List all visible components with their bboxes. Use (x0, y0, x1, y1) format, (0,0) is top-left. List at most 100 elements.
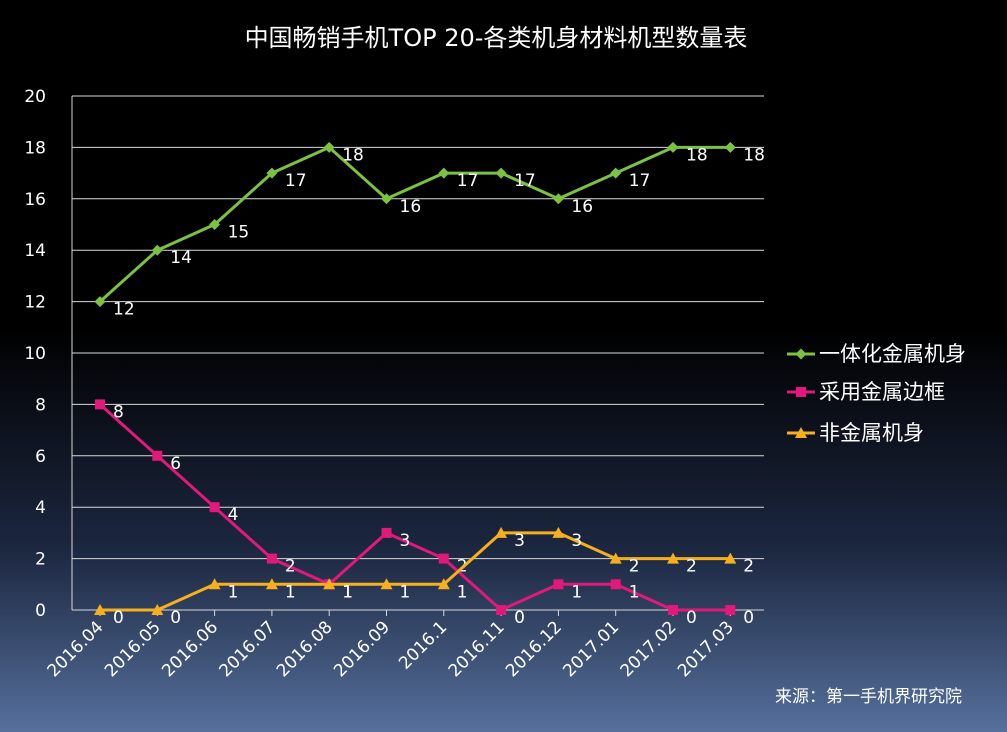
data-label: 1 (228, 582, 239, 602)
diamond-marker (151, 244, 163, 256)
series-1: 12 14 15 17 18 16 17 17 16 17 18 18 (94, 141, 765, 320)
square-marker (381, 527, 392, 538)
source-note: 来源：第一手机界研究院 (775, 687, 962, 707)
square-marker (209, 502, 220, 513)
data-label: 15 (228, 223, 250, 243)
square-marker (266, 553, 277, 564)
data-label: 2 (629, 557, 640, 577)
data-label: 17 (629, 171, 651, 191)
chart-title: 中国畅销手机TOP 20-各类机身材料机型数量表 (245, 24, 748, 52)
diamond-marker (724, 141, 736, 153)
data-label: 12 (113, 300, 135, 320)
legend-item: 采用金属边框 (787, 380, 945, 404)
square-marker (95, 399, 105, 410)
y-tick-label: 14 (24, 241, 46, 261)
data-label: 2 (743, 557, 754, 577)
x-axis-ticks: 2016.042016.052016.062016.072016.082016.… (44, 610, 738, 681)
legend-item: 一体化金属机身 (787, 342, 966, 366)
data-label: 0 (170, 608, 181, 628)
triangle-marker (323, 578, 336, 590)
data-label: 0 (686, 608, 697, 628)
data-label: 17 (514, 171, 536, 191)
y-tick-label: 4 (35, 498, 46, 518)
y-tick-label: 6 (35, 447, 46, 467)
y-tick-label: 12 (24, 293, 46, 313)
data-label: 8 (113, 402, 124, 422)
triangle-marker (795, 427, 807, 438)
triangle-marker (495, 526, 508, 538)
y-tick-label: 0 (35, 601, 46, 621)
data-label: 18 (686, 145, 708, 165)
legend-label: 非金属机身 (819, 421, 924, 445)
diamond-marker (209, 219, 221, 230)
data-label: 3 (400, 531, 411, 551)
data-label: 1 (457, 582, 468, 602)
x-tick-label: 2016.04 (44, 617, 108, 681)
diamond-marker (438, 167, 450, 179)
series-3: 0 0 1 1 1 1 1 3 3 2 2 2 (94, 526, 754, 628)
y-tick-label: 20 (24, 87, 46, 107)
legend-label: 采用金属边框 (819, 380, 945, 404)
data-label: 16 (571, 197, 593, 217)
triangle-marker (94, 604, 106, 615)
square-marker (553, 579, 564, 590)
data-label: 0 (514, 608, 525, 628)
diamond-marker (266, 167, 278, 179)
diamond-marker (323, 141, 335, 153)
x-tick-label: 2017.01 (559, 617, 623, 681)
data-label: 3 (514, 531, 525, 551)
y-axis-ticks: 0 2 4 6 8 10 12 14 16 18 20 (24, 87, 46, 621)
data-label: 14 (170, 248, 192, 268)
legend-item: 非金属机身 (787, 421, 924, 445)
series-line (100, 531, 731, 612)
diamond-marker (94, 296, 106, 308)
square-marker (496, 605, 507, 615)
x-tick-label: 2016.06 (158, 617, 222, 681)
diamond-marker (381, 193, 392, 205)
x-tick-label: 2017.03 (674, 617, 738, 681)
y-tick-label: 2 (35, 550, 46, 570)
triangle-marker (437, 578, 450, 590)
x-tick-label: 2017.02 (617, 617, 681, 681)
y-tick-label: 10 (24, 344, 46, 364)
triangle-marker (380, 578, 393, 590)
data-label: 1 (342, 582, 353, 602)
triangle-marker (265, 578, 278, 590)
x-tick-label: 2016.11 (445, 617, 509, 681)
data-label: 1 (400, 582, 411, 602)
triangle-marker (208, 578, 221, 590)
series-line (98, 145, 731, 303)
triangle-marker (724, 552, 737, 564)
triangle-marker (667, 552, 679, 564)
x-tick-label: 2016.07 (216, 617, 280, 681)
square-marker (152, 450, 163, 461)
grid-lines (71, 95, 764, 611)
data-label: 6 (170, 454, 181, 474)
diamond-marker (610, 167, 622, 179)
triangle-marker (151, 604, 164, 615)
data-label: 18 (743, 145, 765, 165)
data-label: 17 (457, 171, 479, 191)
data-label: 2 (285, 557, 296, 577)
data-label: 16 (400, 197, 422, 217)
diamond-marker (552, 193, 564, 205)
x-tick-label: 2016.12 (502, 617, 566, 681)
x-tick-label: 2016.1 (395, 617, 451, 673)
square-marker (725, 605, 736, 615)
diamond-marker (795, 348, 807, 360)
diamond-marker (667, 141, 679, 153)
series-line (98, 403, 731, 612)
x-tick-label: 2016.05 (101, 617, 165, 681)
data-label: 0 (743, 608, 754, 628)
diamond-marker (495, 167, 507, 179)
y-tick-label: 16 (24, 190, 46, 210)
data-label: 17 (285, 171, 307, 191)
triangle-marker (609, 552, 622, 564)
x-tick-label: 2016.09 (330, 617, 394, 681)
data-label: 1 (285, 582, 296, 602)
data-label: 1 (571, 582, 582, 602)
data-label: 18 (342, 145, 364, 165)
